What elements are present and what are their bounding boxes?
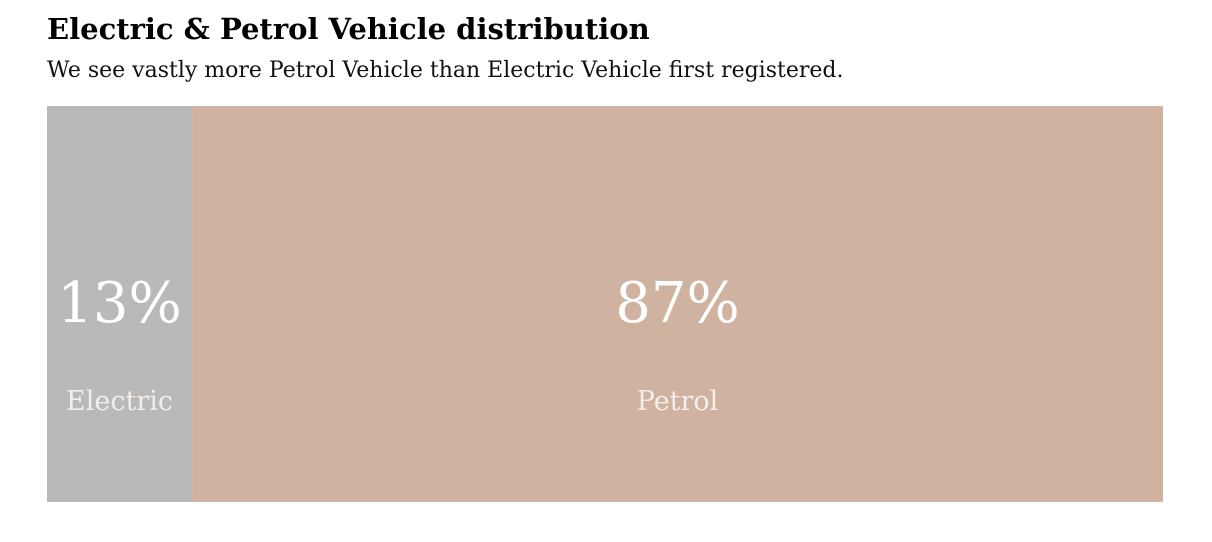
chart-subtitle: We see vastly more Petrol Vehicle than E… [47,58,844,83]
bar-segment-electric [47,106,193,502]
value-label-electric: 13% [57,271,181,336]
category-label-electric: Electric [66,386,173,417]
bar-segment-petrol [192,106,1163,502]
category-label-petrol: Petrol [637,386,719,417]
value-label-petrol: 87% [615,271,739,336]
chart-title: Electric & Petrol Vehicle distribution [47,12,650,46]
